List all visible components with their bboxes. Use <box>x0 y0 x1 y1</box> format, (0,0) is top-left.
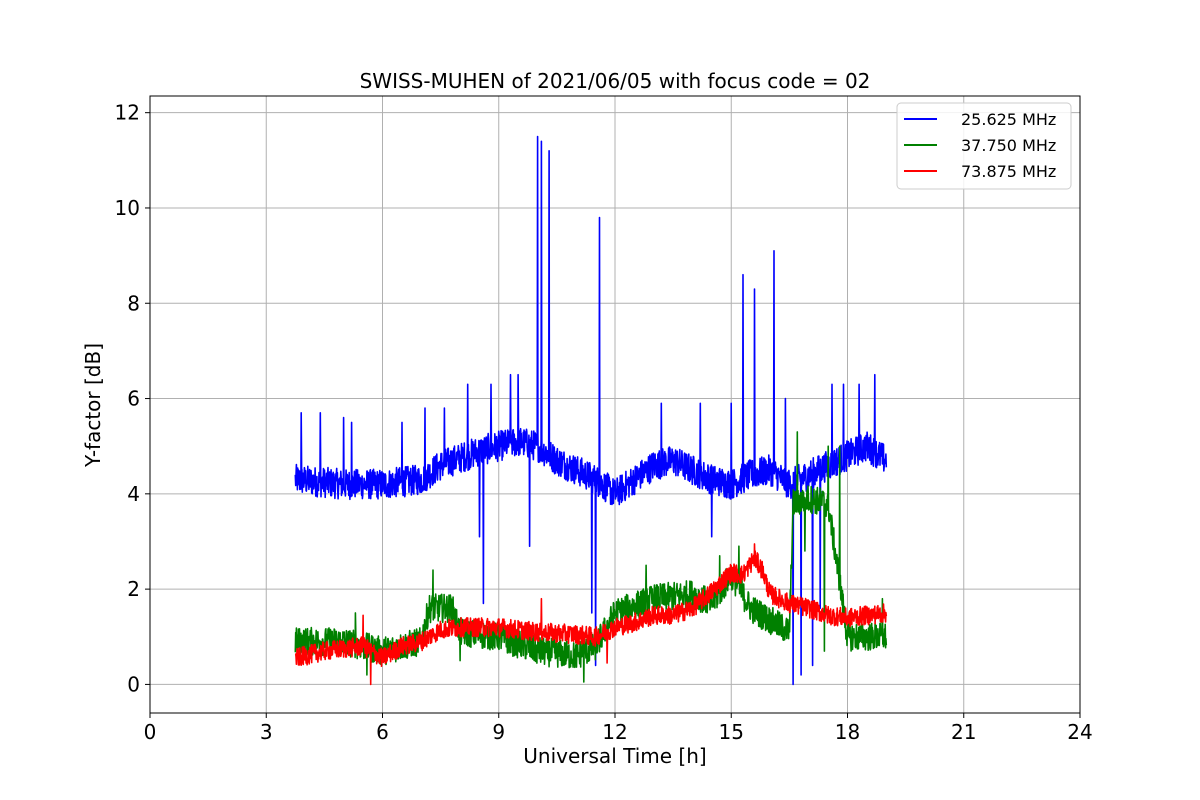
y-tick-label: 4 <box>127 482 140 506</box>
x-tick-label: 6 <box>376 720 389 744</box>
data-series-group <box>294 135 888 686</box>
legend-label: 25.625 MHz <box>961 110 1056 129</box>
x-tick-label: 3 <box>260 720 273 744</box>
legend: 25.625 MHz 37.750 MHz 73.875 MHz <box>896 102 1072 190</box>
legend-label: 73.875 MHz <box>961 162 1056 181</box>
y-axis-label: Y-factor [dB] <box>81 343 105 468</box>
x-tick-label: 12 <box>602 720 627 744</box>
x-tick-label: 18 <box>835 720 860 744</box>
y-tick-label: 2 <box>127 577 140 601</box>
y-tick-label: 6 <box>127 387 140 411</box>
y-tick-label: 12 <box>115 101 140 125</box>
y-tick-label: 0 <box>127 672 140 696</box>
x-axis-label: Universal Time [h] <box>523 744 706 768</box>
x-tick-label: 24 <box>1067 720 1092 744</box>
chart-title: SWISS-MUHEN of 2021/06/05 with focus cod… <box>360 69 871 93</box>
series-line-3 <box>294 543 888 686</box>
x-tick-label: 9 <box>492 720 505 744</box>
legend-label: 37.750 MHz <box>961 136 1056 155</box>
y-tick-label: 10 <box>115 196 140 220</box>
series-line-1 <box>294 135 888 686</box>
x-tick-label: 15 <box>719 720 744 744</box>
legend-box <box>896 102 1072 190</box>
x-tick-label: 21 <box>951 720 976 744</box>
x-tick-label: 0 <box>144 720 157 744</box>
y-tick-label: 8 <box>127 291 140 315</box>
